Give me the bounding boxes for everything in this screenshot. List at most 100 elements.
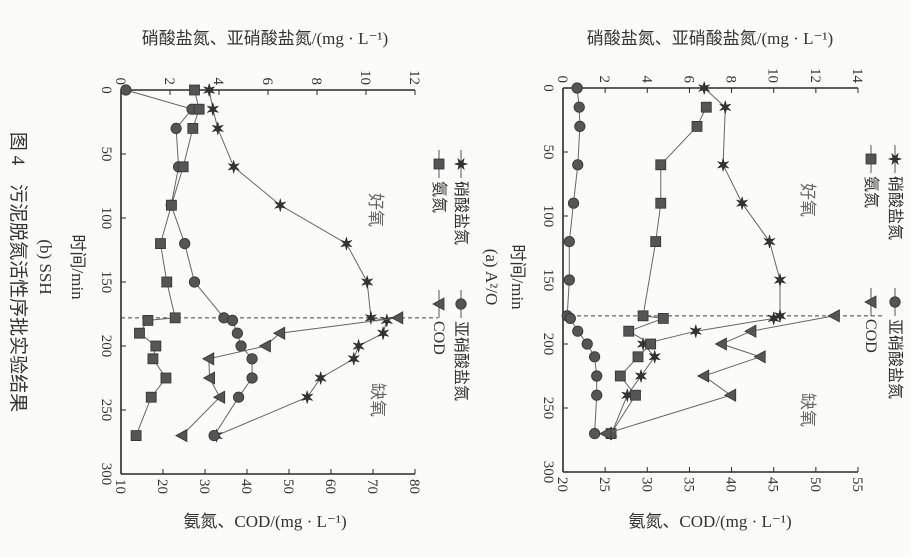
nitrate-point — [227, 159, 241, 175]
nitrate-point — [206, 101, 220, 117]
nitrate-point — [211, 120, 225, 136]
nitrite-point — [564, 312, 576, 324]
cod-point — [258, 339, 271, 353]
nitrate-point — [773, 272, 787, 288]
top-tick-label: 6 — [259, 78, 275, 86]
cod-point — [272, 326, 286, 340]
ammonia-point — [632, 351, 644, 363]
ammonia-point — [655, 197, 667, 209]
bottom-tick-label: 70 — [364, 479, 380, 494]
series-nitrite — [561, 82, 603, 440]
square-marker-icon — [865, 153, 877, 165]
legend-item-nitrite: 亚硝酸盐氮 — [452, 290, 470, 401]
top-tick-label: 8 — [308, 78, 324, 86]
nitrite-point — [581, 338, 593, 350]
bottom-tick-label: 30 — [638, 477, 654, 492]
cod-point — [390, 311, 404, 325]
panel-label: (b) SSH — [36, 239, 55, 294]
time-tick-label: 100 — [98, 207, 114, 230]
legend-item-nitrite: 亚硝酸盐氮 — [886, 288, 904, 399]
nitrate-point — [689, 323, 703, 339]
triangle-marker-icon — [432, 297, 445, 311]
ammonia-point — [193, 103, 205, 115]
panel-b-ssh: 硝酸盐氮、亚硝酸盐氮/(mg · L⁻¹) 氨氮、COD/(mg · L⁻¹) … — [36, 29, 470, 531]
nitrite-point — [563, 274, 575, 286]
legend-item-nitrate: 硝酸盐氮 — [452, 150, 470, 245]
bottom-tick-label: 50 — [280, 479, 296, 494]
cod-point — [723, 388, 737, 402]
ammonia-point — [623, 325, 635, 337]
nitrate-point — [648, 349, 662, 365]
legend-label: 亚硝酸盐氮 — [886, 319, 904, 399]
time-tick-label: 100 — [540, 205, 556, 228]
legend-item-ammonia: 氨氮 — [430, 150, 448, 213]
aerobic-label: 好氧 — [798, 183, 817, 217]
ammonia-point — [657, 312, 669, 324]
ammonia-point — [134, 327, 145, 339]
ammonia-point — [142, 314, 154, 326]
time-tick-label: 250 — [98, 399, 114, 422]
nitrate-line — [611, 87, 781, 434]
bottom-axis-title: 氨氮、COD/(mg · L⁻¹) — [628, 512, 791, 531]
bottom-axis-title: 氨氮、COD/(mg · L⁻¹) — [183, 512, 346, 531]
legend-item-cod: COD — [862, 288, 879, 353]
cod-point — [202, 371, 216, 385]
bottom-tick-label: 50 — [807, 477, 823, 492]
top-tick-label: 4 — [638, 76, 654, 84]
cod-point — [753, 350, 766, 364]
nitrite-point — [179, 238, 191, 250]
legend-label: 硝酸盐氮 — [452, 181, 470, 245]
series-nitrate — [604, 80, 787, 442]
panel-a-a2o: 硝酸盐氮、亚硝酸盐氮/(mg · L⁻¹) 氨氮、COD/(mg · L⁻¹) … — [482, 29, 904, 531]
bottom-tick-label: 35 — [680, 477, 696, 492]
nitrate-point — [347, 351, 361, 367]
aerobic-label: 好氧 — [366, 193, 385, 227]
nitrite-point — [573, 101, 585, 113]
nitrate-point — [735, 195, 749, 211]
top-tick-label: 6 — [680, 76, 696, 84]
top-tick-label: 8 — [723, 76, 739, 84]
legend: 硝酸盐氮 氨氮 亚硝酸盐氮 COD — [430, 150, 470, 401]
top-axis-title: 硝酸盐氮、亚硝酸盐氮/(mg · L⁻¹) — [587, 29, 833, 48]
cod-point — [696, 369, 710, 383]
bottom-tick-label: 25 — [596, 477, 612, 492]
nitrite-point — [233, 391, 245, 403]
time-axis-title: 时间/min — [68, 234, 87, 300]
nitrate-point — [767, 310, 781, 326]
time-tick-label: 200 — [540, 333, 556, 356]
cod-point — [827, 309, 840, 323]
cod-point — [744, 324, 757, 338]
ammonia-point — [161, 276, 173, 288]
nitrate-point — [360, 274, 374, 290]
ammonia-point — [189, 84, 200, 96]
ammonia-point — [630, 389, 641, 401]
time-tick-label: 150 — [540, 269, 556, 292]
triangle-marker-icon — [864, 295, 877, 309]
ammonia-point — [177, 161, 189, 173]
nitrate-point — [697, 80, 711, 96]
legend-label: 氨氮 — [430, 181, 448, 213]
axes: 0 50 100 150 200 250 300 0 2 4 6 8 10 12 14 20 25 30 35 40 4… — [540, 68, 865, 492]
bottom-tick-label: 40 — [238, 479, 254, 494]
time-tick-label: 50 — [98, 147, 114, 162]
series-cod — [175, 311, 404, 443]
ammonia-point — [165, 199, 177, 211]
nitrite-point — [591, 389, 603, 401]
ammonia-point — [637, 310, 649, 322]
figure-caption: 图 4 污泥脱氮活性序批实验结果 — [7, 132, 29, 412]
star-marker-icon — [453, 157, 469, 171]
ammonia-point — [155, 238, 166, 250]
top-tick-label: 12 — [807, 68, 823, 83]
top-axis-title: 硝酸盐氮、亚硝酸盐氮/(mg · L⁻¹) — [142, 29, 388, 48]
panel-label: (a) A²/O — [482, 249, 501, 306]
ammonia-point — [147, 353, 159, 365]
top-tick-label: 0 — [554, 76, 570, 84]
nitrite-point — [231, 327, 243, 339]
time-tick-label: 200 — [98, 335, 114, 358]
nitrate-point — [273, 197, 287, 213]
ammonia-point — [130, 430, 142, 442]
anoxic-label: 缺氧 — [798, 393, 817, 427]
nitrite-point — [574, 120, 586, 133]
series-ammonia — [605, 101, 712, 440]
nitrate-point — [773, 308, 787, 324]
